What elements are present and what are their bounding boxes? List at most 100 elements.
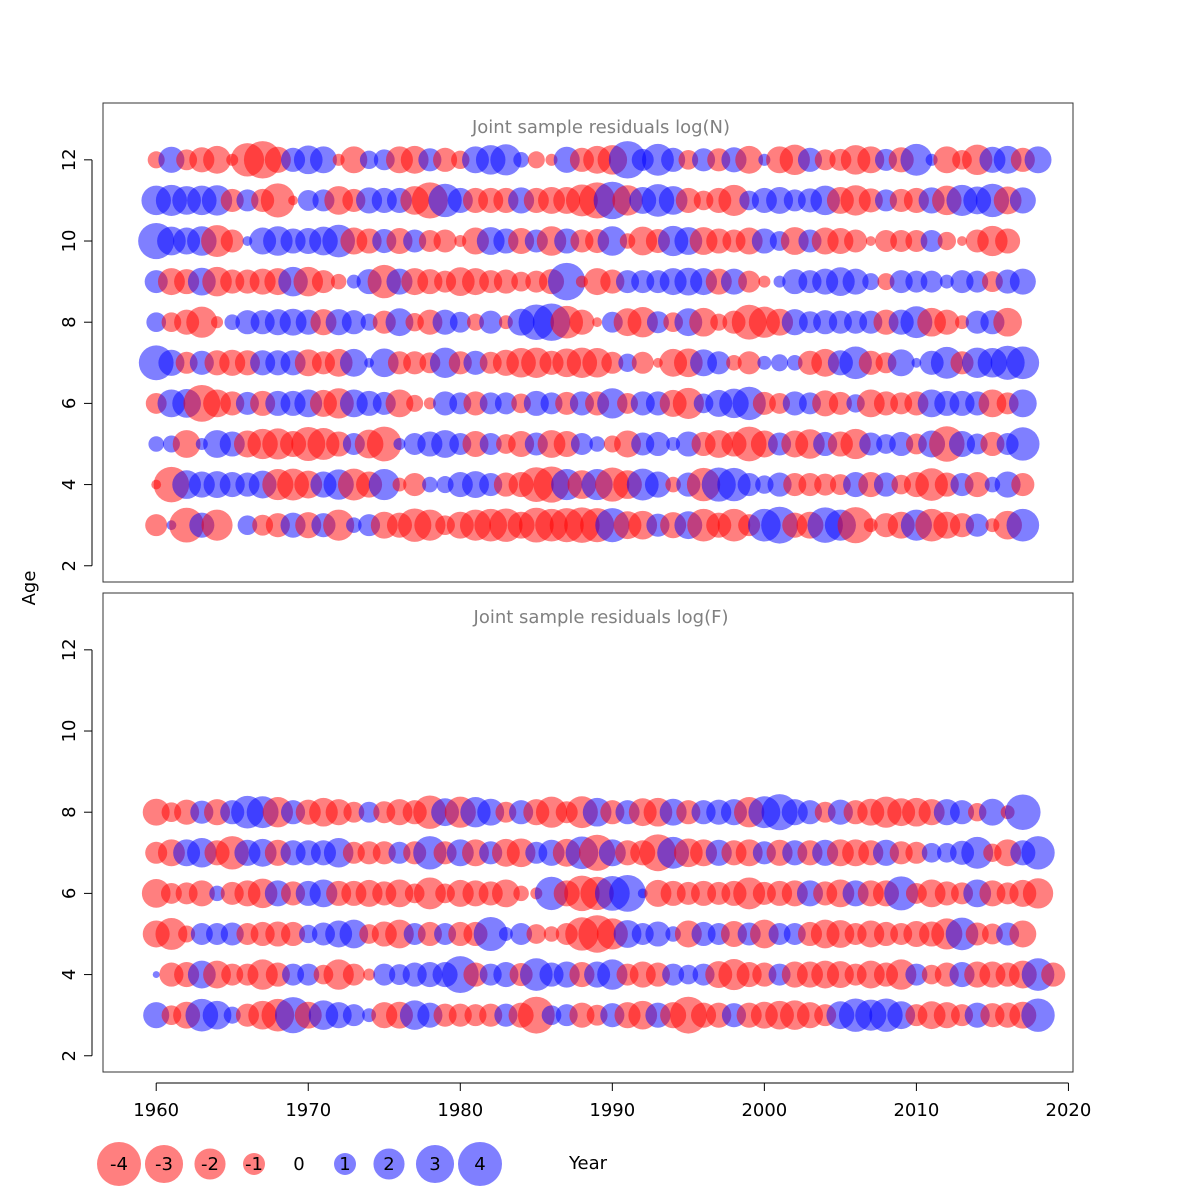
bubble-log-n-age7-2000	[757, 355, 772, 370]
bubble-log-f-age6-1984	[513, 885, 529, 902]
x-tick-label-2020: 2020	[1046, 1100, 1092, 1121]
bubble-log-n-age9-2008	[877, 273, 895, 291]
bubble-log-f-age6-1978	[413, 877, 446, 910]
legend-bubble-4	[458, 1142, 502, 1186]
bubble-log-n-age10-2007	[865, 236, 876, 246]
bubble-log-n-age5-1982	[479, 432, 502, 455]
legend-label--3: -3	[155, 1154, 173, 1175]
bubble-log-f-age6-1961	[160, 882, 182, 904]
bubble-log-f-age5-1969	[281, 921, 306, 947]
bubble-log-n-age11-1998	[718, 184, 750, 216]
x-tick-label-1970: 1970	[285, 1100, 331, 1121]
y-tick-label-log-n-8: 8	[59, 316, 80, 327]
bubble-log-n-age9-1972	[330, 273, 347, 290]
y-tick-label-log-n-12: 12	[59, 148, 80, 171]
bubble-log-f-age6-1976	[385, 879, 414, 908]
bubble-log-n-age9-2013	[950, 270, 974, 294]
bubble-log-n-age12-2012	[933, 146, 961, 174]
bubble-log-n-age7-1991	[618, 353, 637, 372]
bubble-log-n-age3-1973	[346, 517, 362, 533]
bubble-log-n-age6-1977	[406, 394, 424, 412]
bubble-log-f-age4-1974	[363, 968, 376, 981]
bubble-log-n-age8-1963	[186, 306, 218, 338]
bubble-log-f-age5-2014	[965, 922, 989, 946]
panel-log-f-bubbles	[141, 794, 1066, 1034]
bubble-log-n-age12-1991	[608, 141, 647, 179]
bubble-log-n-age5-2007	[859, 432, 883, 456]
bubble-log-n-age3-1972	[323, 509, 355, 541]
bubble-log-f-age7-2018	[1021, 836, 1055, 870]
bubble-log-n-age9-2011	[920, 270, 943, 293]
bubble-log-n-age12-1974	[359, 150, 379, 170]
bubble-log-n-age8-1974	[360, 313, 378, 331]
bubble-log-n-age12-2004	[814, 149, 836, 171]
bubble-log-n-age7-1999	[737, 351, 761, 375]
bubble-log-f-age3-2018	[1021, 998, 1055, 1032]
bubble-log-f-age3-1988	[569, 1002, 595, 1028]
bubble-log-n-age6-1983	[494, 392, 517, 415]
bubble-log-n-age10-2006	[844, 229, 868, 253]
legend-bubble--2	[194, 1148, 226, 1180]
bubble-log-n-age8-1996	[689, 307, 718, 337]
bubble-log-n-age11-2017	[1009, 187, 1036, 214]
y-tick-label-log-n-10: 10	[59, 230, 80, 253]
panel-log-n: Joint sample residuals log(N) 2 4 6 8 10 12	[59, 102, 1074, 583]
bubble-log-n-age3-1960	[145, 514, 168, 537]
bubble-log-n-age3-2017	[1006, 508, 1040, 542]
bubble-log-n-age12-2003	[797, 147, 823, 172]
bubble-log-n-age7-1998	[726, 355, 742, 371]
bubble-log-n-age7-2007	[858, 350, 883, 375]
bubble-log-n-age4-1993	[644, 471, 671, 498]
bubble-log-n-age3-2014	[965, 513, 989, 537]
bubble-log-n-age8-1982	[479, 310, 503, 334]
bubble-log-n-age10-2008	[874, 230, 897, 253]
bubble-log-n-age9-2012	[939, 274, 954, 289]
bubble-log-n-age5-1989	[589, 436, 605, 452]
bubble-log-n-age9-2009	[889, 270, 913, 294]
legend-bubble--3	[144, 1144, 184, 1184]
panel-log-f-y-axis: 2 4 6 8 10 12	[59, 638, 93, 1061]
bubble-log-n-age12-1985	[527, 151, 545, 169]
bubble-log-f-age8-2015	[978, 798, 1006, 826]
legend-label--2: -2	[201, 1154, 219, 1175]
bubble-log-n-age3-2007	[863, 518, 878, 533]
bubble-log-n-age9-1984	[511, 271, 531, 292]
bubble-log-n-age9-2007	[862, 273, 880, 291]
bubble-log-f-age4-1960	[152, 971, 160, 979]
panel-log-f-frame	[102, 592, 1074, 1073]
bubble-log-f-age8-2013	[949, 800, 975, 825]
bubble-log-n-age9-2017	[1009, 268, 1036, 295]
bubble-log-n-age4-1999	[737, 473, 761, 497]
bubble-log-f-age4-1970	[297, 963, 320, 986]
panel-log-n-title: Joint sample residuals log(N)	[471, 117, 730, 138]
bubble-log-f-age5-1963	[190, 922, 213, 945]
bubble-log-f-age5-1962	[178, 925, 196, 943]
bubble-log-f-age6-2018	[1022, 878, 1054, 909]
bubble-log-n-age9-2010	[905, 270, 928, 293]
bubble-log-n-age8-1960	[146, 312, 167, 333]
bubble-log-f-age4-1995	[678, 964, 699, 985]
bubble-log-f-age5-1985	[526, 924, 547, 944]
bubble-log-f-age6-1960	[141, 879, 171, 908]
bubble-log-n-age5-1962	[172, 430, 201, 458]
bubble-log-n-age10-2016	[995, 228, 1021, 254]
bubble-log-n-age9-2000	[758, 275, 771, 288]
y-tick-label-log-f-6: 6	[59, 888, 80, 899]
bubble-log-n-age6-1976	[385, 389, 414, 418]
bubble-log-f-age5-1982	[473, 916, 508, 952]
bubble-log-f-age5-2001	[768, 922, 791, 945]
bubble-log-n-age8-1976	[385, 308, 414, 337]
bubble-log-f-age5-1965	[220, 922, 244, 946]
bubble-log-f-age6-1964	[209, 885, 225, 902]
bubble-log-f-age5-1984	[510, 922, 533, 945]
y-tick-label-log-n-4: 4	[59, 479, 80, 490]
bubble-log-n-age5-1993	[645, 431, 670, 457]
bubble-log-f-age8-1982	[477, 798, 505, 826]
bubble-log-f-age8-2017	[1005, 794, 1041, 830]
bubble-log-n-age5-2013	[948, 430, 976, 458]
bubble-log-n-age7-1992	[631, 351, 654, 374]
bubble-log-n-age7-1997	[707, 351, 731, 375]
panel-log-n-bubbles	[138, 141, 1052, 544]
y-tick-label-log-f-4: 4	[59, 969, 80, 980]
